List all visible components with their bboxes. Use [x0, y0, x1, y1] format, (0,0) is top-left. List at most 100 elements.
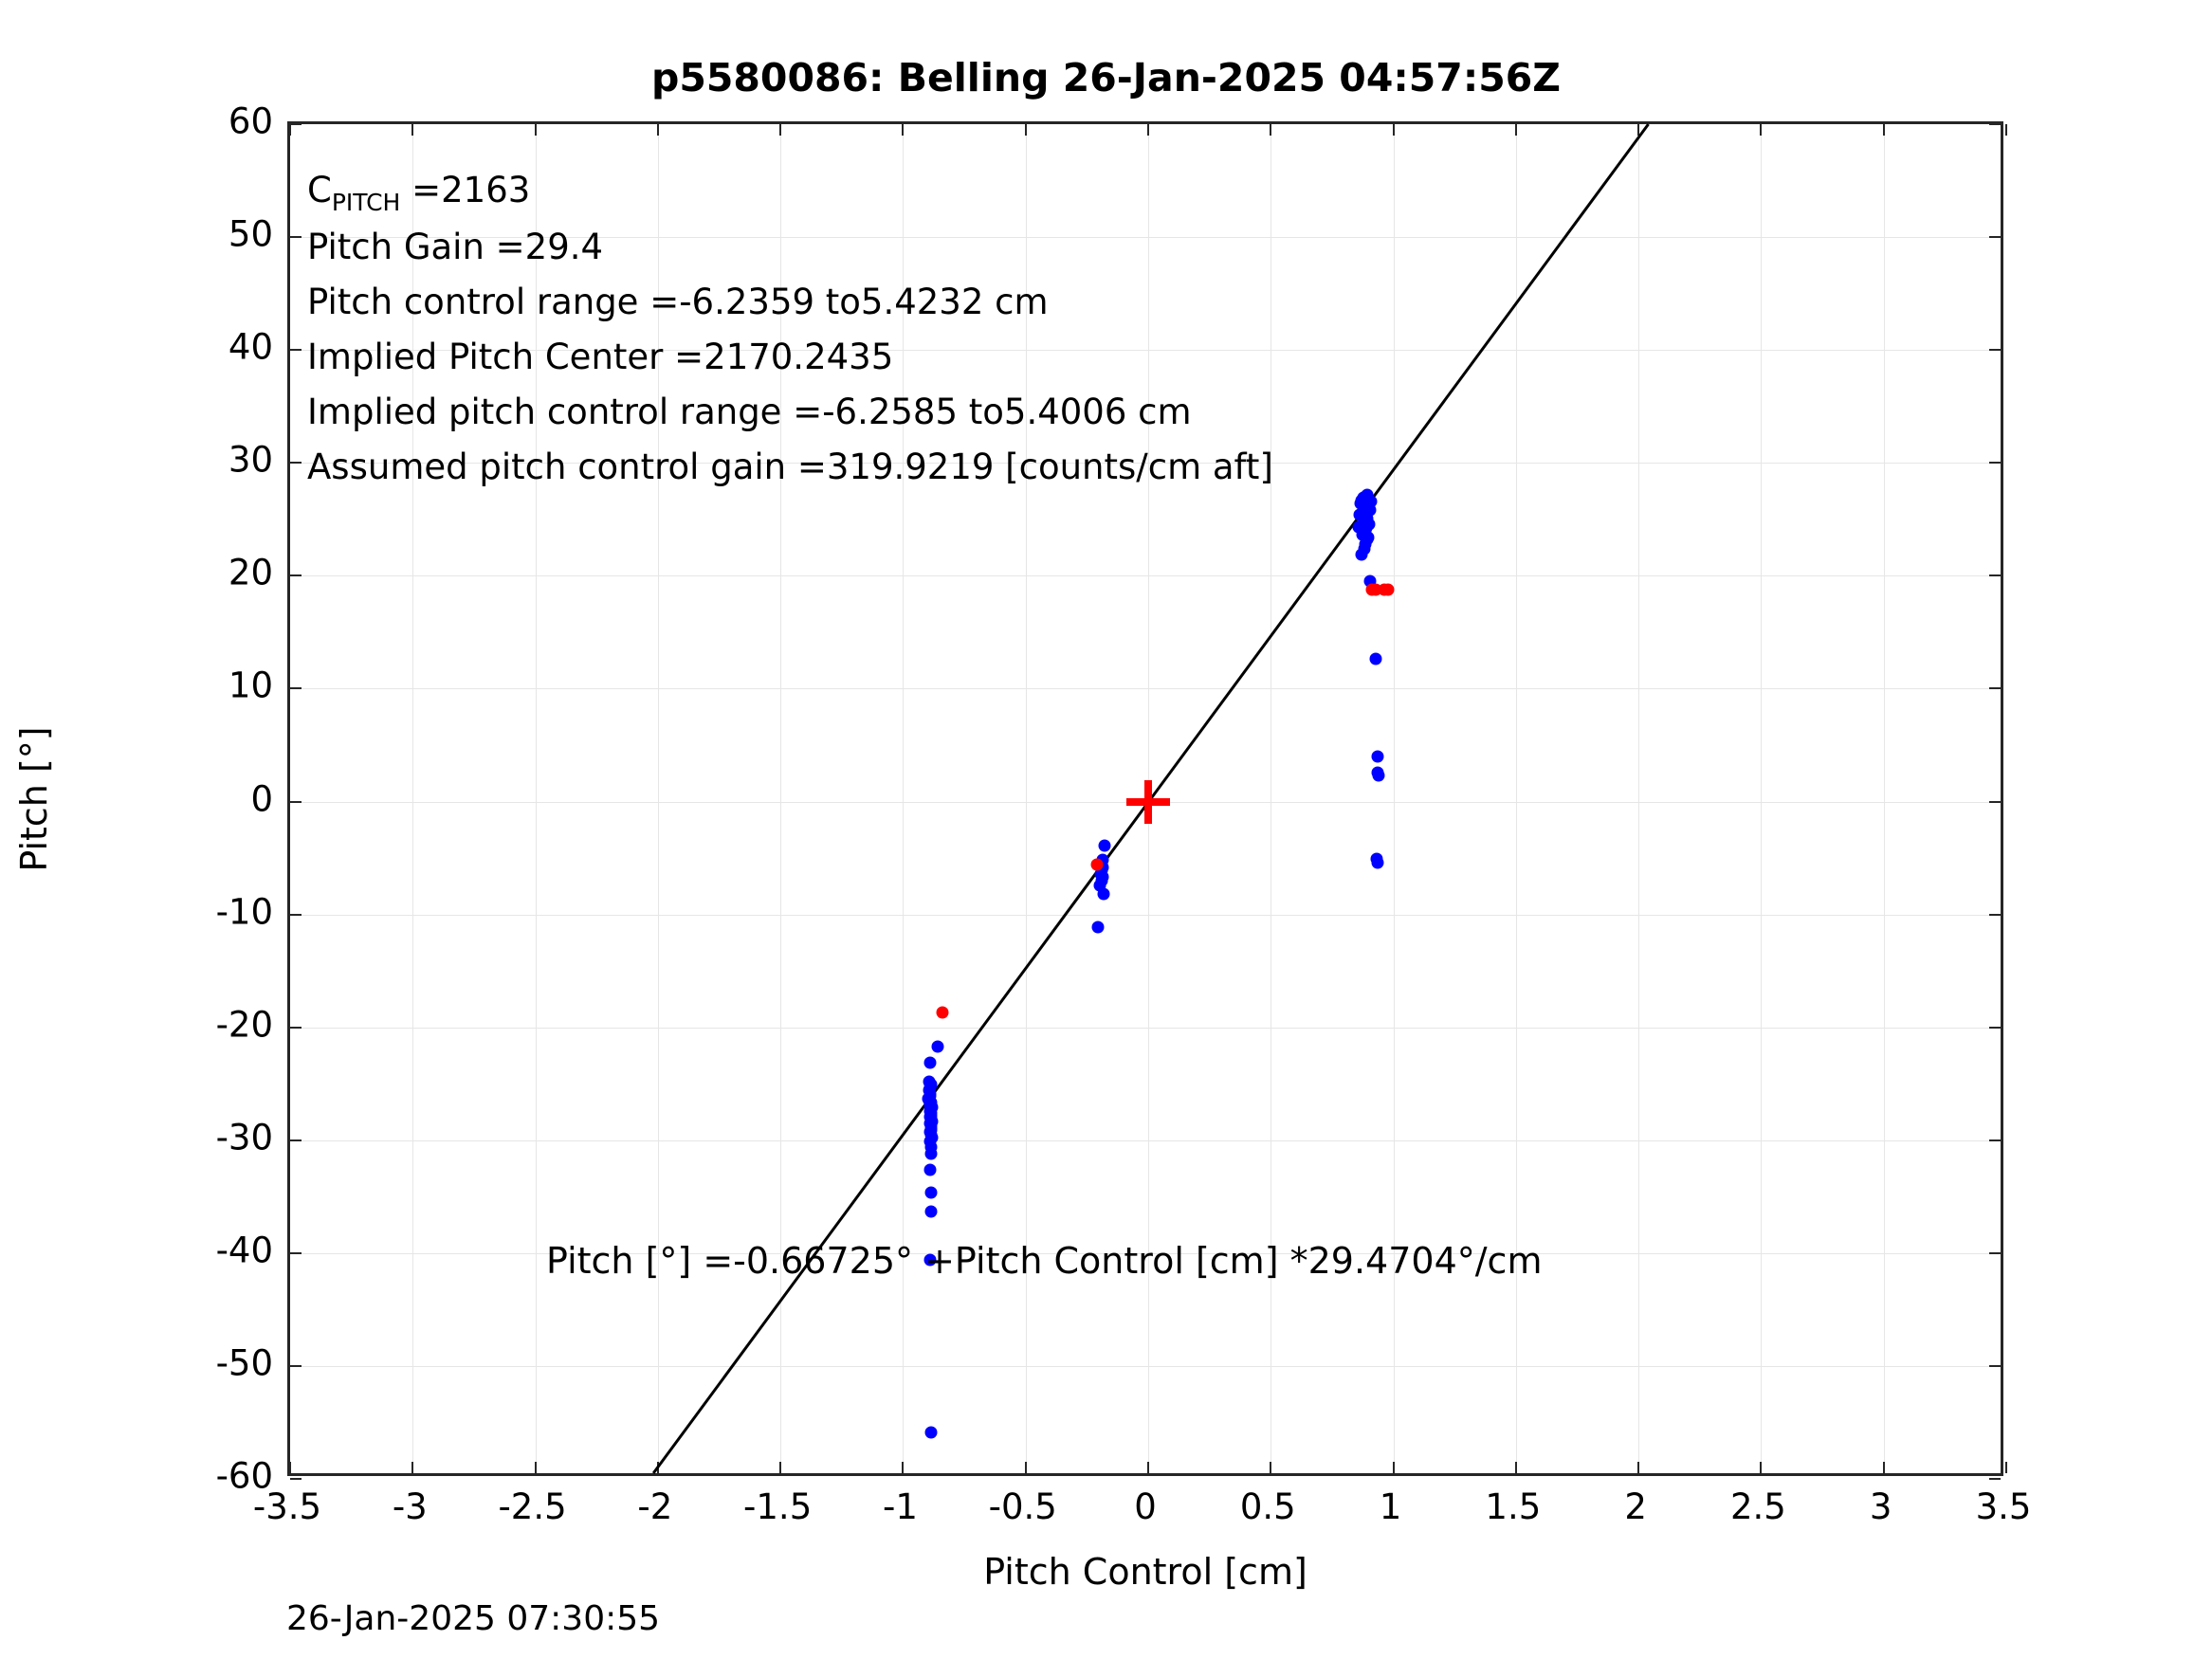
data-point [1371, 766, 1384, 779]
y-axis-tick-right [1989, 1251, 2001, 1254]
x-axis-tick [1514, 1462, 1517, 1473]
data-point [924, 1205, 938, 1218]
x-tick-label: -1 [882, 1486, 918, 1527]
data-point [1353, 508, 1366, 521]
y-axis-tick [290, 913, 302, 916]
x-axis-tick [534, 1462, 537, 1473]
x-tick-label: -3.5 [252, 1486, 322, 1527]
gridline-horizontal [290, 237, 2001, 239]
y-tick-label: 10 [228, 665, 273, 706]
x-axis-tick-top [779, 124, 782, 136]
x-axis-tick-top [1637, 124, 1640, 136]
data-point [1352, 520, 1365, 534]
x-axis-tick [1637, 1462, 1640, 1473]
x-tick-label: -2.5 [498, 1486, 567, 1527]
plot-area: CPITCH =2163 Pitch Gain =29.4 Pitch contro… [287, 121, 2007, 1480]
data-point [1362, 531, 1375, 544]
data-point [1363, 503, 1377, 517]
pitch-center-cross-marker [1126, 779, 1170, 824]
data-point [931, 1040, 944, 1053]
gridline-vertical [1883, 124, 1885, 1473]
gridline-horizontal [290, 1027, 2001, 1029]
y-axis-tick-right [1989, 1364, 2001, 1367]
x-axis-tick [902, 1462, 905, 1473]
x-axis-tick-top [2005, 124, 2007, 136]
gridline-horizontal [290, 1365, 2001, 1367]
annot-implied-pitch-control-range: Implied pitch control range =-6.2585 to5… [307, 392, 1192, 432]
y-axis-tick [290, 800, 302, 803]
gridline-vertical [903, 124, 905, 1473]
y-tick-label: -60 [215, 1455, 273, 1497]
y-axis-tick-right [1989, 123, 2001, 125]
gridline-horizontal [290, 463, 2001, 465]
x-axis-tick-top [1760, 124, 1763, 136]
x-tick-label: -0.5 [988, 1486, 1057, 1527]
gridline-vertical [1638, 124, 1640, 1473]
y-axis-tick [290, 1139, 302, 1141]
x-tick-label: 0.5 [1239, 1486, 1296, 1527]
y-axis-tick [290, 349, 302, 352]
gridline-vertical [535, 124, 537, 1473]
chart-title: p5580086: Belling 26-Jan-2025 04:57:56Z [650, 55, 1561, 100]
y-tick-label: 0 [250, 778, 273, 819]
x-axis-tick-top [1147, 124, 1149, 136]
y-tick-label: -30 [215, 1117, 273, 1158]
c-pitch-symbol: C [307, 170, 332, 210]
x-axis-tick [779, 1462, 782, 1473]
data-point [1369, 652, 1382, 665]
footer-timestamp: 26-Jan-2025 07:30:55 [286, 1599, 661, 1638]
y-axis-tick [290, 687, 302, 690]
gridline-horizontal [290, 575, 2001, 577]
data-point [923, 1075, 936, 1088]
y-axis-tick-right [1989, 800, 2001, 803]
y-axis-tick [290, 1364, 302, 1367]
x-axis-tick-top [1882, 124, 1885, 136]
y-tick-label: 50 [228, 213, 273, 255]
y-tick-label: 40 [228, 326, 273, 368]
y-axis-tick-right [1989, 462, 2001, 465]
gridline-horizontal [290, 1252, 2001, 1254]
y-tick-label: 60 [228, 100, 273, 142]
x-tick-label: -3 [392, 1486, 428, 1527]
x-axis-tick [2005, 1462, 2007, 1473]
gridline-horizontal [290, 350, 2001, 352]
data-point [1091, 921, 1105, 934]
data-point [1090, 858, 1104, 871]
y-axis-tick [290, 1251, 302, 1254]
y-tick-label: 30 [228, 439, 273, 481]
data-point [1362, 518, 1376, 531]
x-tick-label: 3 [1869, 1486, 1892, 1527]
x-axis-tick-top [1270, 124, 1272, 136]
cross-vertical-bar [1144, 779, 1152, 824]
y-axis-tick [290, 1026, 302, 1029]
x-axis-tick-top [1392, 124, 1395, 136]
data-point [1371, 750, 1383, 763]
y-tick-label: -50 [215, 1342, 273, 1384]
x-axis-tick-top [289, 124, 291, 136]
x-axis-tick-top [656, 124, 659, 136]
x-tick-label: 0 [1134, 1486, 1157, 1527]
data-point [1370, 852, 1383, 866]
gridline-vertical [1515, 124, 1517, 1473]
data-layer [290, 123, 2001, 1474]
x-tick-label: 2 [1624, 1486, 1647, 1527]
gridline-horizontal [290, 688, 2001, 690]
x-tick-label: -2 [637, 1486, 673, 1527]
x-axis-tick [1024, 1462, 1027, 1473]
x-axis-tick [1147, 1462, 1149, 1473]
data-point [1381, 583, 1395, 596]
x-axis-tick [1760, 1462, 1763, 1473]
annotation-layer: CPITCH =2163 Pitch Gain =29.4 Pitch contro… [290, 124, 2001, 1473]
c-pitch-subscript: PITCH [331, 188, 401, 216]
x-tick-label: 3.5 [1975, 1486, 2032, 1527]
y-axis-tick [290, 236, 302, 239]
y-tick-label: -10 [215, 891, 273, 933]
data-point [924, 1186, 938, 1199]
x-axis-tick [289, 1462, 291, 1473]
y-axis-tick [290, 462, 302, 465]
x-axis-tick-top [902, 124, 905, 136]
y-tick-label: -40 [215, 1230, 273, 1271]
y-tick-label: -20 [215, 1004, 273, 1046]
gridline-vertical [780, 124, 782, 1473]
